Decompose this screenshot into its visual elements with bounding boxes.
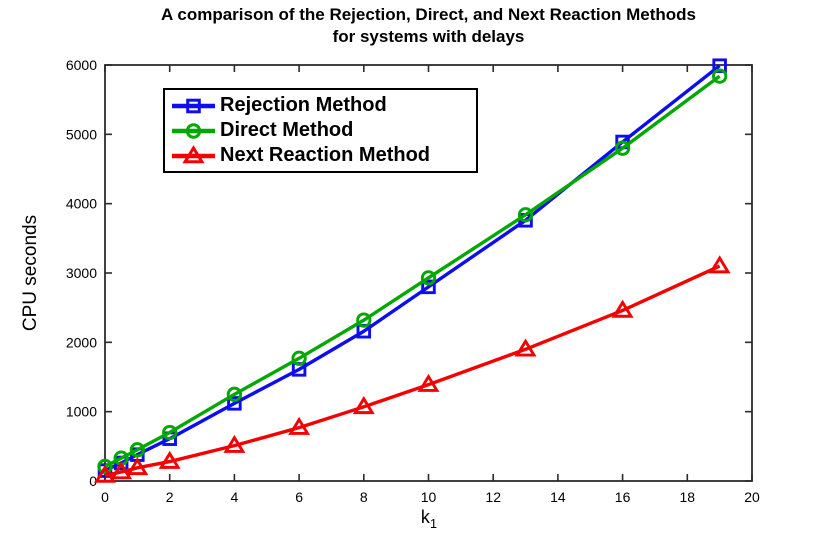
series-marker-circle bbox=[129, 442, 146, 458]
x-tick-label: 10 bbox=[421, 489, 437, 505]
legend-label: Next Reaction Method bbox=[220, 144, 431, 166]
y-tick-label: 2000 bbox=[66, 334, 97, 350]
x-tick-label: 14 bbox=[550, 489, 566, 505]
series-marker-circle bbox=[226, 386, 243, 402]
legend-key-square-icon bbox=[172, 98, 215, 113]
legend-item-rejection-method: Rejection Method bbox=[170, 93, 471, 118]
series-marker-square bbox=[421, 279, 436, 295]
series-marker-square bbox=[186, 98, 201, 113]
y-tick-label: 0 bbox=[89, 473, 97, 489]
series-marker-circle bbox=[185, 122, 202, 139]
series-marker-triangle bbox=[288, 416, 311, 435]
series-marker-triangle bbox=[352, 396, 375, 415]
chart-title-line2: for systems with delays bbox=[332, 27, 525, 46]
series-marker-circle bbox=[291, 350, 307, 366]
x-tick-label: 12 bbox=[485, 489, 501, 505]
legend-item-direct-method: Direct Method bbox=[170, 118, 471, 143]
legend-item-next-reaction-method: Next Reaction Method bbox=[170, 143, 471, 168]
y-tick-label: 6000 bbox=[66, 57, 97, 73]
series-marker-triangle bbox=[94, 464, 116, 483]
series-marker-circle bbox=[712, 68, 728, 84]
y-tick-label: 1000 bbox=[66, 404, 97, 420]
legend-key-triangle-icon bbox=[172, 144, 215, 163]
x-tick-label: 8 bbox=[360, 489, 368, 505]
series-marker-triangle bbox=[110, 461, 133, 480]
series-marker-triangle bbox=[223, 434, 246, 453]
series-marker-triangle bbox=[158, 450, 181, 469]
series-marker-triangle bbox=[417, 373, 440, 392]
series-marker-circle bbox=[97, 458, 113, 475]
x-axis-label: k1 bbox=[421, 507, 437, 531]
series-marker-triangle bbox=[611, 299, 634, 318]
y-tick-label: 5000 bbox=[66, 126, 97, 142]
x-tick-label: 16 bbox=[615, 489, 631, 505]
x-axis-label-subscript: 1 bbox=[429, 515, 438, 531]
series-marker-circle bbox=[356, 312, 372, 328]
series-marker-circle bbox=[162, 424, 178, 441]
series-marker-triangle bbox=[708, 255, 731, 274]
series-marker-circle bbox=[614, 140, 631, 156]
series-marker-circle bbox=[517, 207, 534, 223]
legend-key-circle-icon bbox=[172, 122, 215, 139]
x-tick-label: 0 bbox=[101, 489, 109, 505]
legend: Rejection Method Direct Method Next Reacti… bbox=[163, 88, 478, 173]
x-tick-label: 2 bbox=[166, 489, 174, 505]
y-tick-label: 3000 bbox=[66, 265, 97, 281]
series-marker-triangle bbox=[514, 338, 537, 357]
x-tick-label: 6 bbox=[295, 489, 303, 505]
y-tick-label: 4000 bbox=[66, 196, 97, 212]
series-marker-circle bbox=[420, 270, 437, 286]
x-tick-label: 4 bbox=[231, 489, 239, 505]
x-tick-label: 20 bbox=[744, 489, 760, 505]
series-marker-square bbox=[227, 396, 242, 411]
series-marker-triangle bbox=[126, 457, 149, 476]
legend-label: Rejection Method bbox=[220, 94, 387, 116]
series-marker-square bbox=[712, 58, 727, 73]
x-tick-label: 18 bbox=[680, 489, 696, 505]
x-axis-label-base: k bbox=[420, 507, 430, 528]
chart-title: A comparison of the Rejection, Direct, a… bbox=[27, 4, 830, 48]
legend-label: Direct Method bbox=[220, 119, 354, 141]
chart-title-line1: A comparison of the Rejection, Direct, a… bbox=[161, 5, 696, 24]
series-marker-triangle bbox=[182, 144, 205, 163]
